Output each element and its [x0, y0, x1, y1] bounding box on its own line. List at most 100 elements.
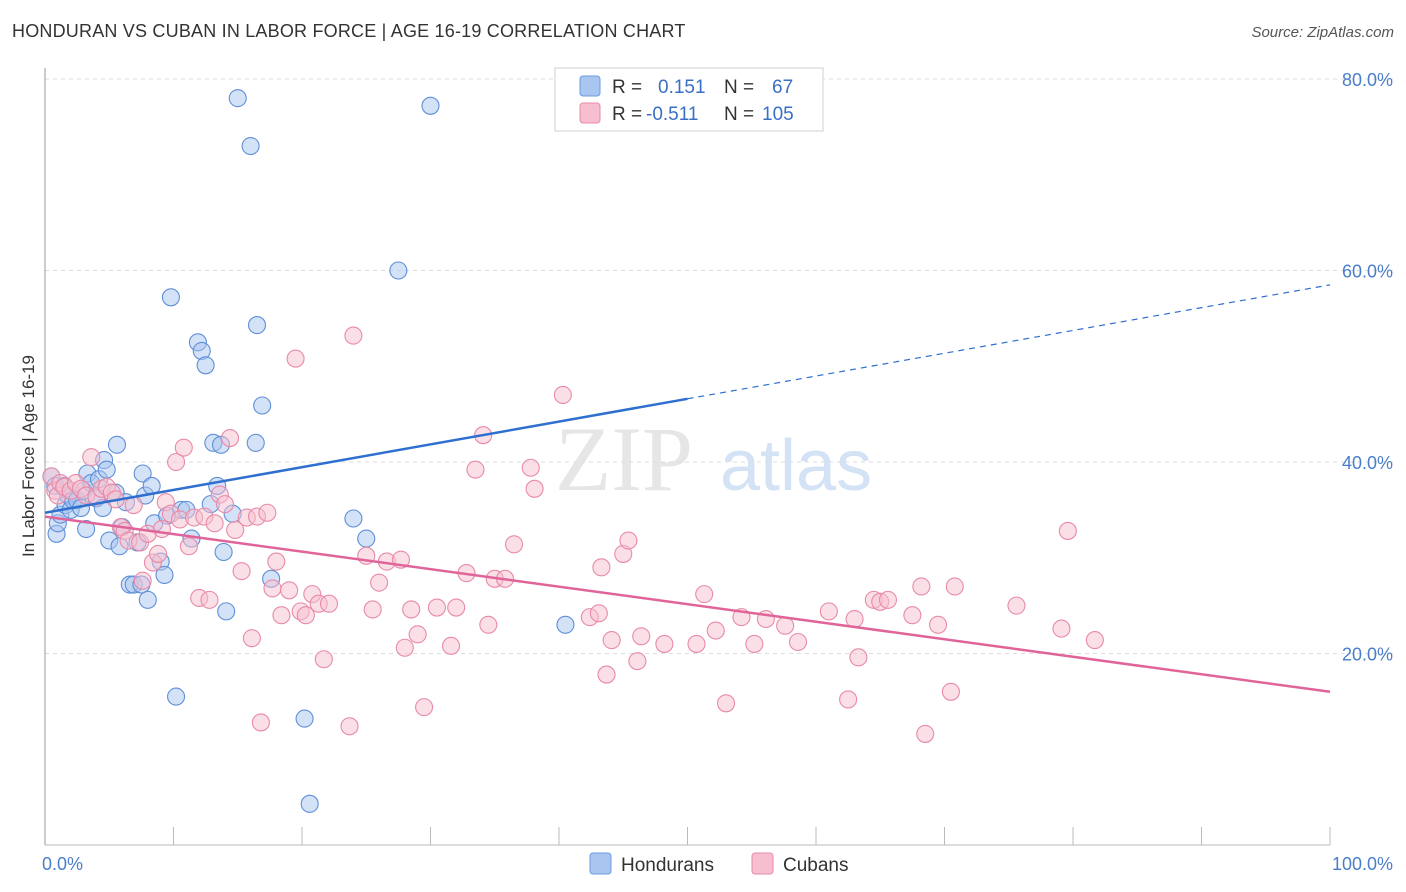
point-cuban — [628, 652, 647, 671]
point-cuban — [344, 326, 363, 345]
point-honduran — [389, 261, 408, 280]
watermark: ZIP atlas — [555, 408, 872, 510]
point-honduran — [344, 509, 363, 528]
point-cuban — [788, 632, 808, 652]
point-honduran — [228, 89, 247, 108]
x-tick-label-max: 100.0% — [1332, 854, 1393, 874]
point-cuban — [242, 629, 261, 648]
trend-lines — [44, 284, 1331, 694]
point-cuban — [272, 606, 291, 625]
point-cuban — [619, 531, 638, 550]
point-cuban — [521, 458, 540, 477]
point-honduran — [300, 794, 319, 813]
bottom-legend-swatch-hondurans — [589, 852, 612, 875]
bottom-legend-label-cubans: Cubans — [783, 855, 849, 876]
legend: R = 0.151 N = 67 R = -0.511 N = 105 — [554, 67, 824, 132]
point-cuban — [695, 585, 714, 604]
bottom-legend-swatch-cubans — [751, 852, 774, 875]
point-honduran — [138, 590, 157, 609]
point-cuban — [215, 495, 234, 514]
point-cuban — [82, 448, 101, 467]
watermark-zip: ZIP — [555, 408, 693, 510]
trend-line-hondurans-extension — [687, 284, 1331, 400]
point-cuban — [286, 349, 305, 368]
chart-title: HONDURAN VS CUBAN IN LABOR FORCE | AGE 1… — [12, 21, 686, 41]
series-hondurans — [42, 89, 575, 813]
point-cuban — [232, 562, 251, 581]
point-cuban — [258, 503, 277, 522]
point-honduran — [196, 356, 215, 375]
point-cuban — [839, 690, 858, 709]
point-cuban — [941, 682, 960, 701]
point-cuban — [903, 606, 922, 625]
legend-swatch-hondurans — [579, 75, 601, 97]
point-cuban — [447, 598, 466, 617]
point-cuban — [706, 621, 725, 640]
source-note: Source: ZipAtlas.com — [1251, 24, 1394, 41]
point-honduran — [421, 96, 440, 115]
point-cuban — [174, 438, 193, 457]
point-honduran — [161, 288, 180, 307]
point-cuban — [632, 627, 651, 646]
point-cuban — [466, 460, 485, 479]
point-cuban — [370, 573, 389, 592]
point-cuban — [1058, 521, 1077, 540]
legend-r-value-2: -0.511 — [646, 104, 698, 125]
point-cuban — [402, 600, 421, 619]
point-cuban — [1007, 596, 1026, 615]
y-tick-labels: 20.0% 40.0% 60.0% 80.0% — [1342, 70, 1393, 665]
legend-swatch-cubans — [579, 102, 601, 124]
point-cuban — [553, 385, 572, 405]
point-cuban — [200, 590, 219, 609]
legend-n-label-2: N = — [724, 104, 754, 125]
point-cuban — [263, 579, 282, 598]
point-cuban — [179, 537, 198, 556]
point-cuban — [220, 429, 240, 448]
point-cuban — [819, 602, 838, 621]
point-cuban — [916, 724, 935, 743]
legend-n-value-2: 105 — [762, 104, 794, 125]
point-cuban — [655, 634, 674, 653]
point-cuban — [205, 514, 224, 533]
legend-n-label-1: N = — [724, 77, 754, 98]
point-honduran — [217, 602, 236, 621]
trend-line-hondurans — [44, 397, 688, 514]
point-honduran — [97, 460, 116, 479]
point-cuban — [442, 636, 461, 655]
bottom-legend: Hondurans Cubans — [589, 852, 849, 876]
point-cuban — [687, 634, 706, 653]
point-cuban — [504, 535, 524, 554]
trend-line-cubans — [44, 515, 1331, 694]
point-honduran — [253, 396, 272, 415]
point-honduran — [155, 565, 174, 585]
point-cuban — [427, 598, 446, 617]
point-honduran — [77, 519, 96, 539]
legend-n-value-1: 67 — [772, 77, 793, 98]
x-tick-label-min: 0.0% — [42, 854, 83, 874]
legend-r-label-1: R = — [612, 77, 642, 98]
point-cuban — [152, 519, 171, 539]
point-cuban — [479, 615, 498, 634]
point-cuban — [929, 615, 948, 634]
point-cuban — [363, 600, 382, 619]
point-honduran — [246, 433, 265, 452]
point-cuban — [267, 552, 286, 571]
gridlines — [45, 78, 1393, 654]
point-cuban — [849, 648, 868, 667]
watermark-atlas: atlas — [720, 426, 872, 506]
point-cuban — [226, 520, 245, 540]
point-cuban — [296, 606, 315, 625]
point-honduran — [107, 435, 127, 454]
point-honduran — [133, 464, 152, 483]
bottom-legend-label-hondurans: Hondurans — [621, 855, 714, 876]
point-honduran — [247, 316, 267, 335]
point-cuban — [776, 616, 795, 635]
x-ticks — [173, 827, 1331, 845]
point-cuban — [340, 717, 359, 736]
point-cuban — [133, 571, 152, 590]
point-cuban — [415, 698, 434, 717]
legend-r-label-2: R = — [612, 104, 642, 125]
point-cuban — [602, 631, 621, 650]
point-cuban — [592, 558, 611, 577]
